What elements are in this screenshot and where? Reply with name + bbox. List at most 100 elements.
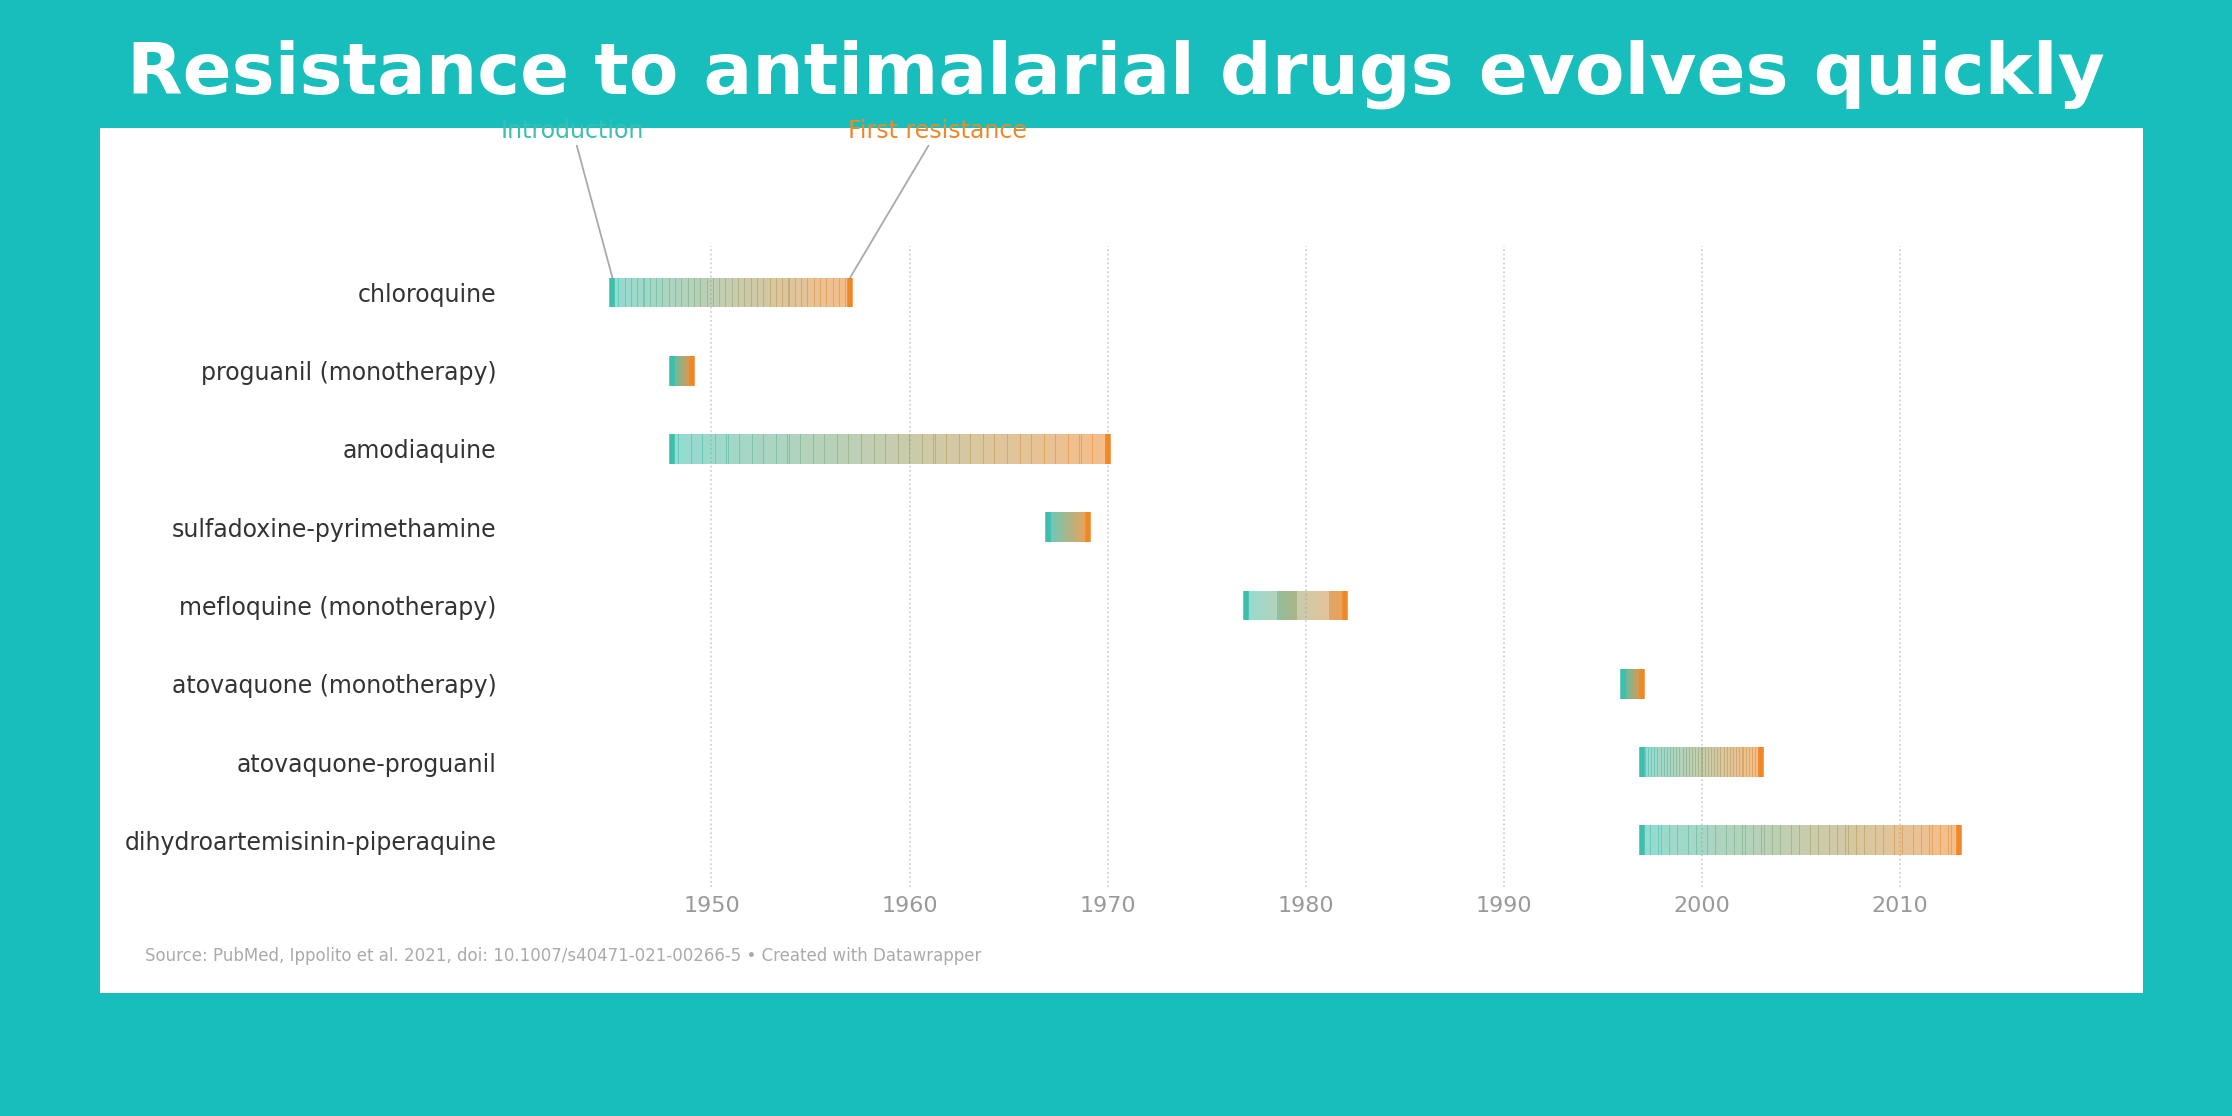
Bar xyxy=(714,434,716,464)
Bar xyxy=(1049,434,1051,464)
Bar xyxy=(672,434,674,464)
Bar xyxy=(953,434,955,464)
Bar xyxy=(694,434,696,464)
Bar xyxy=(935,434,937,464)
Bar xyxy=(868,434,870,464)
Bar xyxy=(739,434,741,464)
Bar xyxy=(998,434,1002,464)
Bar xyxy=(806,434,808,464)
Bar xyxy=(821,434,824,464)
FancyBboxPatch shape xyxy=(80,119,2163,1002)
Bar xyxy=(716,434,719,464)
Bar xyxy=(908,434,911,464)
Text: Source: PubMed, Ippolito et al. 2021, doi: 10.1007/s40471-021-00266-5 • Created : Source: PubMed, Ippolito et al. 2021, do… xyxy=(145,947,982,965)
Bar xyxy=(902,434,906,464)
Bar xyxy=(703,434,705,464)
Bar xyxy=(857,434,859,464)
Bar xyxy=(801,434,804,464)
Text: Introduction: Introduction xyxy=(502,118,645,278)
Bar xyxy=(732,434,734,464)
Bar xyxy=(1087,434,1091,464)
Bar xyxy=(1040,434,1042,464)
Bar xyxy=(728,434,730,464)
Bar xyxy=(922,434,924,464)
Bar xyxy=(1076,434,1078,464)
Bar xyxy=(893,434,895,464)
Bar xyxy=(777,434,779,464)
Bar xyxy=(920,434,922,464)
Bar xyxy=(951,434,953,464)
Bar xyxy=(683,434,685,464)
Bar xyxy=(710,434,712,464)
Bar xyxy=(906,434,911,464)
Bar xyxy=(810,434,812,464)
Bar xyxy=(913,434,915,464)
Bar xyxy=(812,434,817,464)
Bar xyxy=(944,434,946,464)
Bar xyxy=(792,434,795,464)
Bar xyxy=(1089,434,1094,464)
Bar xyxy=(962,434,964,464)
Bar xyxy=(1051,434,1054,464)
Bar xyxy=(699,434,701,464)
Bar xyxy=(763,434,766,464)
Bar xyxy=(1047,434,1049,464)
Bar xyxy=(768,434,770,464)
Bar xyxy=(687,434,690,464)
Bar xyxy=(1031,434,1033,464)
Bar xyxy=(705,434,708,464)
Bar xyxy=(754,434,757,464)
Bar xyxy=(719,434,723,464)
Bar xyxy=(1094,434,1096,464)
Bar xyxy=(685,434,687,464)
Bar xyxy=(692,434,694,464)
Bar xyxy=(828,434,830,464)
Bar xyxy=(886,434,888,464)
Bar xyxy=(810,434,815,464)
Bar xyxy=(1022,434,1024,464)
Bar xyxy=(826,434,828,464)
Bar xyxy=(1069,434,1071,464)
Bar xyxy=(991,434,993,464)
Bar xyxy=(958,434,960,464)
Bar xyxy=(795,434,797,464)
Bar xyxy=(933,434,935,464)
Bar xyxy=(879,434,882,464)
Bar xyxy=(750,434,752,464)
Bar xyxy=(848,434,850,464)
Bar xyxy=(1085,434,1089,464)
Bar xyxy=(1071,434,1074,464)
Bar xyxy=(1065,434,1067,464)
Bar xyxy=(850,434,853,464)
Bar xyxy=(835,434,837,464)
Bar xyxy=(917,434,920,464)
Bar xyxy=(964,434,966,464)
Bar xyxy=(719,434,721,464)
Bar xyxy=(841,434,844,464)
Bar xyxy=(725,434,728,464)
Bar xyxy=(978,434,980,464)
Bar xyxy=(984,434,987,464)
Bar xyxy=(1100,434,1103,464)
Bar xyxy=(1054,434,1056,464)
Bar xyxy=(757,434,759,464)
Bar xyxy=(830,434,833,464)
Bar xyxy=(1004,434,1007,464)
Bar xyxy=(989,434,991,464)
Bar xyxy=(971,434,973,464)
Bar xyxy=(1083,434,1085,464)
Bar xyxy=(862,434,864,464)
Bar xyxy=(1036,434,1038,464)
Bar xyxy=(884,434,886,464)
Bar xyxy=(1067,434,1069,464)
Bar xyxy=(993,434,998,464)
Bar xyxy=(875,434,877,464)
Bar xyxy=(723,434,725,464)
Bar xyxy=(690,434,692,464)
Bar xyxy=(824,434,826,464)
Bar xyxy=(1056,434,1058,464)
Bar xyxy=(931,434,933,464)
Bar xyxy=(737,434,739,464)
Bar xyxy=(701,434,703,464)
Bar xyxy=(960,434,962,464)
